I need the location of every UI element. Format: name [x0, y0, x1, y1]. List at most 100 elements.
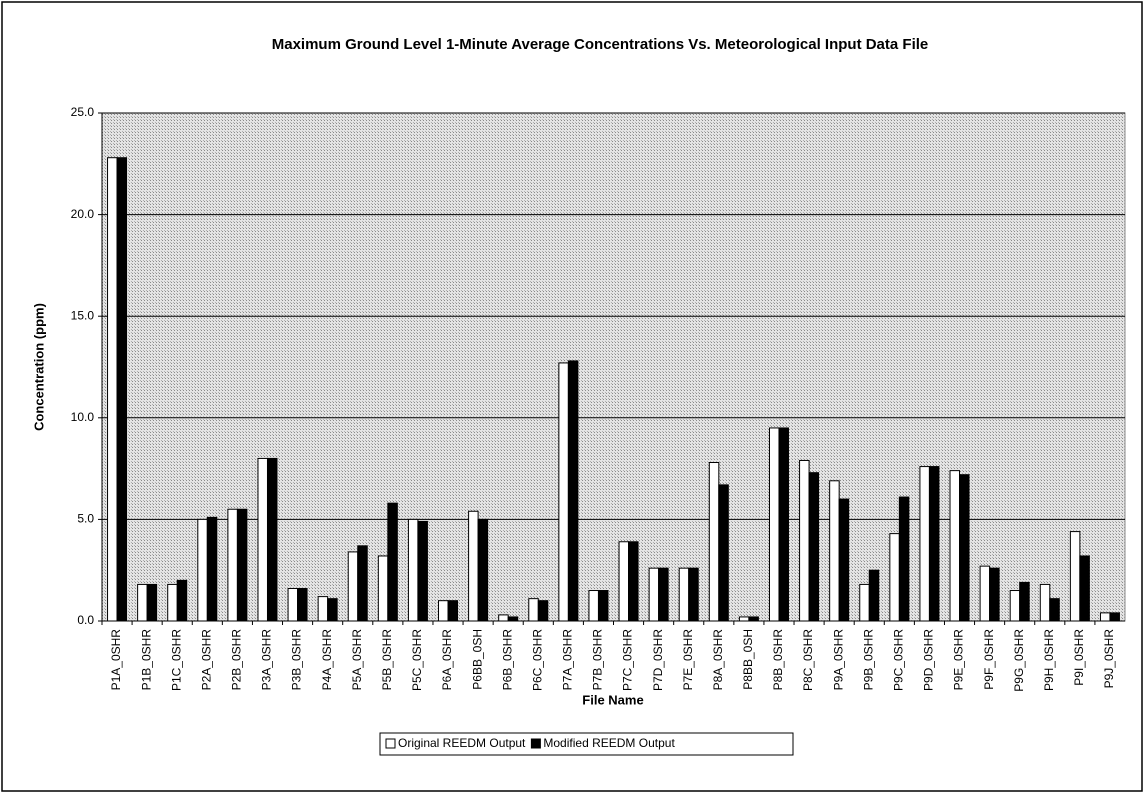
- chart-title: Maximum Ground Level 1-Minute Average Co…: [272, 36, 929, 53]
- bar: [287, 587, 299, 622]
- bar: [648, 567, 660, 622]
- bar: [838, 498, 850, 622]
- bar: [477, 518, 489, 622]
- x-tick-label: P7E_0SHR: [681, 629, 695, 691]
- x-axis-title: File Name: [582, 692, 643, 707]
- x-tick-label: P9E_0SHR: [952, 629, 966, 691]
- bar: [949, 470, 961, 622]
- x-tick-label: P9F_0SHR: [982, 629, 996, 690]
- bar: [236, 508, 248, 622]
- bar: [266, 457, 278, 622]
- bar: [688, 567, 699, 622]
- bar: [738, 616, 750, 622]
- x-tick-label: P9G_0SHR: [1012, 629, 1026, 692]
- bar: [778, 427, 789, 622]
- y-tick-label: 15.0: [71, 308, 95, 322]
- bar: [107, 157, 118, 622]
- y-tick-label: 0.0: [77, 613, 94, 627]
- x-tick-label: P6C_0SHR: [530, 629, 544, 691]
- bar: [628, 541, 639, 622]
- bar: [206, 516, 218, 622]
- x-tick-label: P7A_0SHR: [561, 629, 575, 691]
- bar: [317, 596, 329, 622]
- legend-label: Modified REEDM Output: [543, 736, 675, 750]
- plot-area: [101, 112, 1126, 622]
- x-tick-label: P8C_0SHR: [801, 629, 815, 691]
- x-tick-label: P3B_0SHR: [290, 629, 304, 691]
- bar: [537, 600, 549, 622]
- bar: [447, 600, 459, 622]
- legend: [379, 732, 794, 756]
- x-tick-label: P8BB_0SH: [741, 629, 755, 690]
- x-tick-label: P6BB_0SH: [470, 629, 484, 690]
- y-tick-label: 5.0: [77, 512, 94, 526]
- bar: [347, 551, 359, 622]
- bar: [889, 533, 900, 622]
- bar: [377, 555, 389, 622]
- bar: [658, 567, 669, 622]
- bar: [859, 583, 870, 622]
- bar: [1009, 590, 1021, 622]
- x-tick-label: P9C_0SHR: [892, 629, 906, 691]
- x-tick-label: P9B_0SHR: [861, 629, 875, 691]
- bar: [257, 457, 268, 622]
- x-tick-label: P6B_0SHR: [500, 629, 514, 691]
- bar: [748, 616, 759, 622]
- bar: [498, 614, 509, 622]
- bar: [167, 583, 178, 622]
- bar: [407, 518, 419, 622]
- bar: [1039, 583, 1051, 622]
- bar: [678, 567, 690, 622]
- bar: [297, 587, 308, 622]
- bar: [1069, 531, 1081, 622]
- x-tick-label: P4A_0SHR: [320, 629, 334, 691]
- bar: [588, 590, 599, 622]
- bar: [417, 520, 428, 622]
- bar: [116, 157, 128, 622]
- bar: [979, 565, 991, 622]
- bar: [357, 545, 368, 622]
- y-tick-label: 20.0: [71, 207, 95, 221]
- legend-label: Original REEDM Output: [398, 736, 526, 750]
- bar: [176, 579, 188, 622]
- bar: [1109, 612, 1120, 622]
- x-tick-label: P1B_0SHR: [139, 629, 153, 691]
- x-tick-label: P9H_0SHR: [1042, 629, 1056, 691]
- bar: [799, 459, 810, 622]
- bar: [1099, 612, 1111, 622]
- legend-swatch: [530, 738, 541, 749]
- x-tick-label: P5A_0SHR: [350, 629, 364, 691]
- bar: [1019, 581, 1030, 622]
- x-tick-label: P7D_0SHR: [651, 629, 665, 691]
- x-tick-label: P9I_0SHR: [1072, 629, 1086, 686]
- x-tick-label: P2A_0SHR: [199, 629, 213, 691]
- x-tick-label: P9A_0SHR: [831, 629, 845, 691]
- bar: [528, 598, 539, 622]
- y-tick-label: 25.0: [71, 105, 95, 119]
- bar: [387, 502, 398, 622]
- x-tick-label: P8A_0SHR: [711, 629, 725, 691]
- bar: [928, 466, 940, 622]
- bar: [507, 616, 519, 622]
- bar: [989, 567, 1000, 622]
- x-tick-label: P8B_0SHR: [771, 629, 785, 691]
- bar: [959, 474, 970, 622]
- legend-swatch: [385, 738, 396, 749]
- bar: [1049, 598, 1060, 622]
- x-tick-label: P6A_0SHR: [440, 629, 454, 691]
- bar: [768, 427, 780, 622]
- bar: [868, 569, 880, 622]
- bar: [808, 472, 820, 622]
- x-tick-label: P5B_0SHR: [380, 629, 394, 691]
- bar: [618, 541, 630, 622]
- bar: [137, 583, 148, 622]
- bar: [567, 360, 579, 622]
- x-tick-label: P3A_0SHR: [260, 629, 274, 691]
- bar: [898, 496, 910, 622]
- x-tick-label: P7B_0SHR: [591, 629, 605, 691]
- x-tick-label: P1C_0SHR: [169, 629, 183, 691]
- bar: [558, 362, 569, 622]
- bar: [919, 466, 930, 622]
- y-tick-label: 10.0: [71, 410, 95, 424]
- bar: [708, 462, 720, 622]
